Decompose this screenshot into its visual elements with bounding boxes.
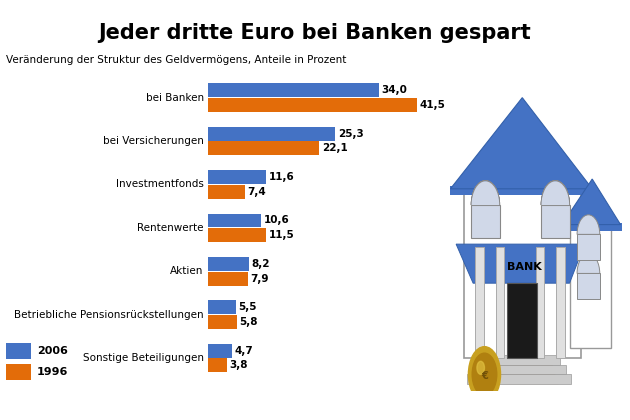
Wedge shape (577, 254, 600, 273)
Bar (208, 142, 319, 155)
Wedge shape (541, 181, 570, 205)
Text: Veränderung der Struktur des Geldvermögens, Anteile in Prozent: Veränderung der Struktur des Geldvermöge… (6, 55, 347, 65)
FancyBboxPatch shape (479, 365, 566, 374)
Polygon shape (456, 244, 585, 283)
Circle shape (477, 361, 484, 374)
Circle shape (469, 346, 501, 402)
Bar (208, 213, 261, 227)
Bar (208, 83, 379, 97)
Polygon shape (450, 98, 592, 189)
Text: 22,1: 22,1 (322, 143, 348, 153)
Circle shape (472, 353, 497, 396)
FancyBboxPatch shape (450, 186, 592, 195)
Text: 5,5: 5,5 (238, 302, 256, 312)
Text: 25,3: 25,3 (338, 129, 364, 139)
FancyBboxPatch shape (488, 355, 560, 365)
FancyBboxPatch shape (471, 205, 500, 238)
Wedge shape (471, 181, 500, 205)
Bar (208, 272, 248, 286)
FancyBboxPatch shape (536, 247, 544, 358)
Wedge shape (577, 215, 600, 234)
FancyBboxPatch shape (464, 189, 581, 358)
Text: bei Banken: bei Banken (146, 93, 203, 102)
Text: 11,5: 11,5 (268, 230, 294, 240)
Bar (208, 315, 237, 329)
Text: 11,6: 11,6 (269, 172, 295, 182)
FancyBboxPatch shape (577, 273, 600, 299)
Text: 7,9: 7,9 (250, 273, 269, 284)
FancyBboxPatch shape (6, 364, 32, 380)
Bar (208, 170, 266, 184)
Text: Aktien: Aktien (170, 266, 203, 276)
Bar (208, 344, 232, 357)
Text: BANK: BANK (507, 262, 542, 272)
Text: 1996: 1996 (37, 367, 68, 377)
Bar (208, 185, 245, 199)
Text: Rentenwerte: Rentenwerte (137, 223, 203, 233)
Polygon shape (486, 358, 558, 384)
Text: Sonstige Beteiligungen: Sonstige Beteiligungen (83, 353, 203, 363)
FancyBboxPatch shape (541, 205, 570, 238)
Text: 5,8: 5,8 (239, 317, 258, 327)
Bar (208, 359, 227, 373)
Text: Betriebliche Pensionsrückstellungen: Betriebliche Pensionsrückstellungen (14, 310, 203, 320)
Text: Quelle: BVR, Deutsche Bundesbank: Quelle: BVR, Deutsche Bundesbank (5, 404, 180, 413)
FancyBboxPatch shape (6, 343, 32, 359)
Text: €: € (481, 371, 488, 381)
Text: bei Versicherungen: bei Versicherungen (103, 136, 203, 146)
Text: 2006: 2006 (37, 346, 68, 356)
Bar (208, 98, 417, 112)
FancyBboxPatch shape (556, 247, 564, 358)
Bar (208, 257, 249, 271)
Text: 7,4: 7,4 (248, 187, 266, 197)
Bar (208, 300, 236, 314)
Polygon shape (562, 179, 621, 225)
Text: 8,2: 8,2 (252, 259, 270, 269)
Text: 10,6: 10,6 (264, 215, 290, 226)
FancyBboxPatch shape (562, 223, 622, 231)
FancyBboxPatch shape (475, 247, 484, 358)
FancyBboxPatch shape (496, 247, 504, 358)
Text: 34,0: 34,0 (382, 85, 408, 95)
Text: Jeder dritte Euro bei Banken gespart: Jeder dritte Euro bei Banken gespart (99, 24, 531, 44)
Text: Investmentfonds: Investmentfonds (116, 179, 203, 189)
Bar (208, 228, 266, 242)
Wedge shape (472, 181, 499, 205)
Wedge shape (542, 181, 569, 205)
Text: 4,7: 4,7 (234, 346, 253, 356)
FancyBboxPatch shape (577, 234, 600, 260)
FancyBboxPatch shape (570, 225, 611, 348)
FancyBboxPatch shape (467, 374, 571, 384)
FancyBboxPatch shape (507, 283, 537, 358)
Bar (208, 127, 335, 141)
Text: 3,8: 3,8 (229, 360, 248, 370)
Text: 41,5: 41,5 (420, 100, 445, 110)
